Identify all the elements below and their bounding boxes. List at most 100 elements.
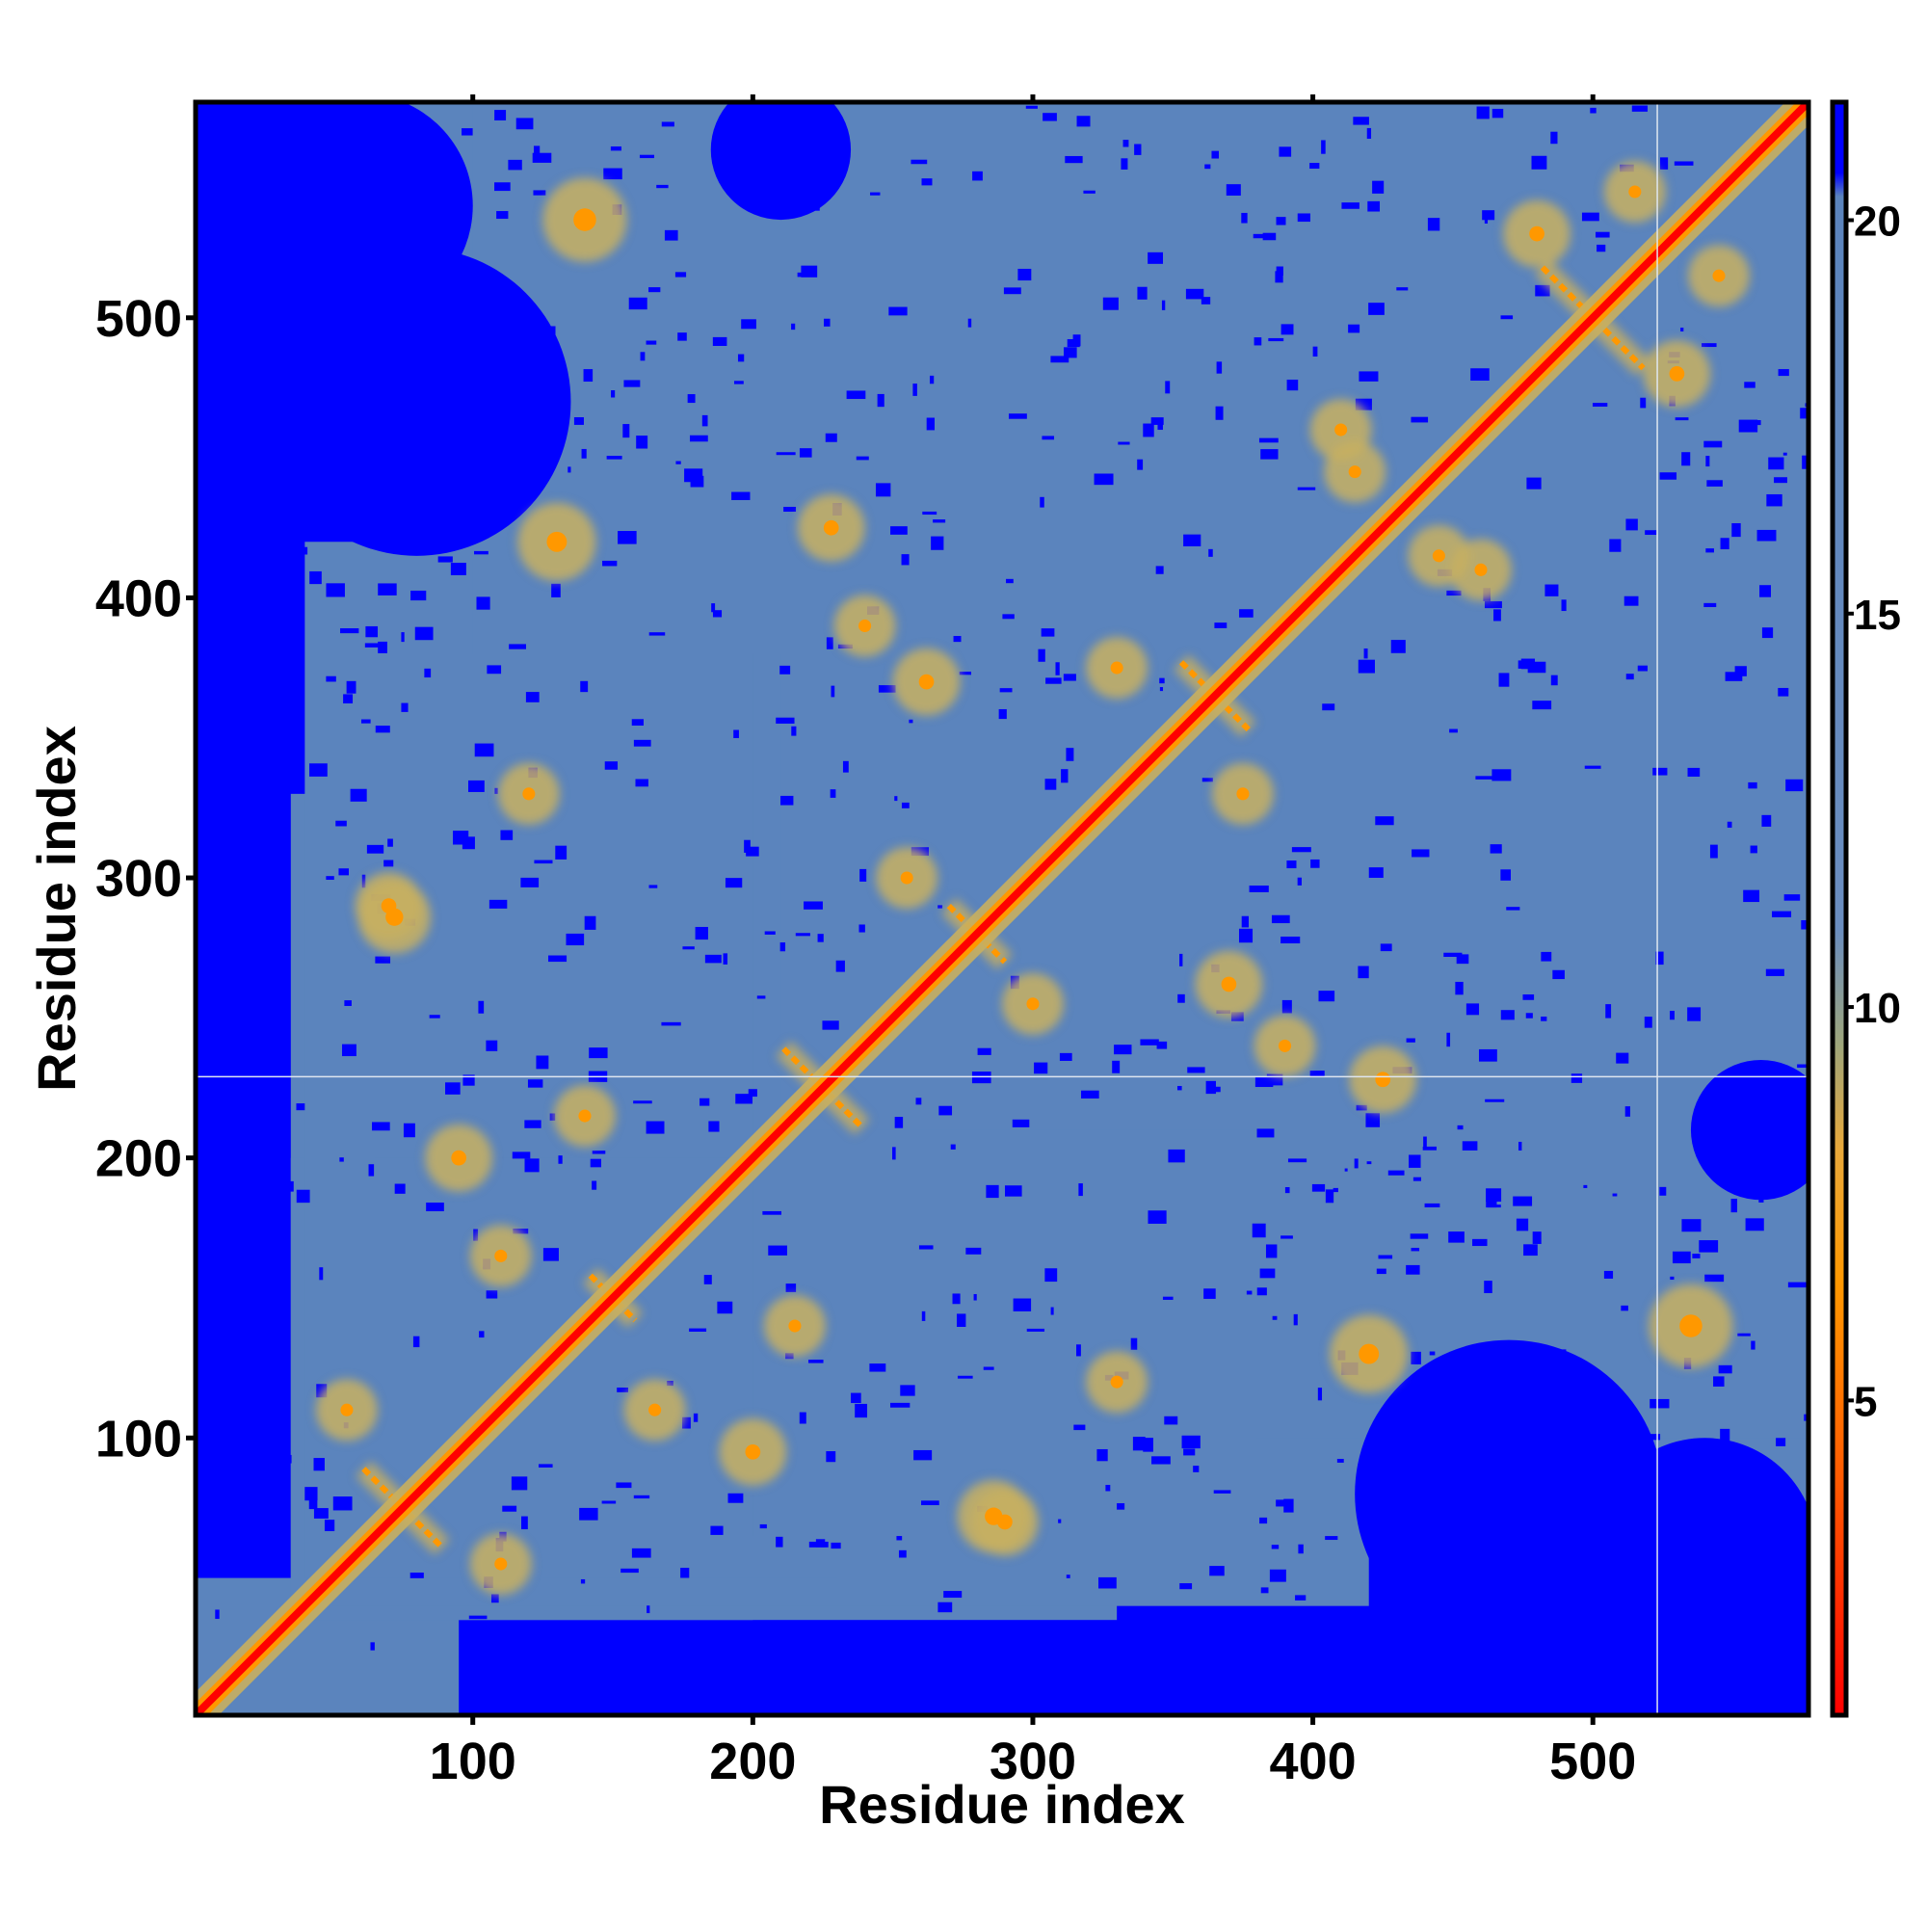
far-speckle xyxy=(1111,1701,1116,1708)
far-speckle xyxy=(768,1245,787,1256)
far-speckle xyxy=(496,211,509,220)
far-speckle xyxy=(1368,303,1385,315)
far-speckle xyxy=(712,336,727,346)
far-speckle xyxy=(1411,1247,1420,1252)
far-speckle xyxy=(1526,477,1542,490)
far-speckle xyxy=(1680,328,1684,331)
far-speckle xyxy=(1247,1642,1265,1650)
far-speckle xyxy=(896,1536,903,1541)
far-speckle xyxy=(370,1642,375,1651)
far-speckle xyxy=(1105,1484,1111,1492)
far-speckle xyxy=(826,1451,836,1463)
far-speckle xyxy=(500,830,514,840)
far-speckle xyxy=(787,1649,800,1660)
far-speckle xyxy=(1344,1168,1348,1172)
contact-31 xyxy=(578,1109,592,1123)
far-speckle xyxy=(1513,1196,1533,1206)
far-speckle xyxy=(280,898,289,906)
y-tick-label-300: 300 xyxy=(95,850,182,908)
far-speckle xyxy=(825,433,837,442)
far-speckle xyxy=(237,355,248,367)
far-speckle xyxy=(931,536,944,550)
far-speckle xyxy=(783,1668,798,1682)
far-speckle xyxy=(244,908,254,915)
far-speckle xyxy=(1241,915,1250,928)
far-speckle xyxy=(1187,1067,1205,1073)
far-speckle xyxy=(799,448,812,458)
far-speckle xyxy=(911,159,928,165)
far-speckle xyxy=(316,1384,328,1398)
far-speckle xyxy=(1762,1707,1770,1715)
far-speckle xyxy=(1297,877,1302,886)
colorbar-tick-5: 5 xyxy=(1846,1378,1877,1425)
plot-frame xyxy=(193,99,1811,1718)
far-speckle xyxy=(912,384,917,396)
far-speckle xyxy=(727,1493,744,1503)
far-speckle xyxy=(474,743,494,757)
far-speckle xyxy=(1571,1073,1583,1083)
far-speckle xyxy=(229,1530,236,1536)
far-speckle xyxy=(733,381,744,384)
far-speckle xyxy=(1446,1032,1451,1047)
far-speckle xyxy=(256,461,262,472)
far-speckle xyxy=(1584,765,1601,769)
far-speckle xyxy=(1725,672,1743,681)
far-speckle xyxy=(858,924,865,933)
far-speckle xyxy=(1280,1235,1293,1239)
far-speckle xyxy=(468,1615,488,1620)
far-speckle xyxy=(1254,337,1262,346)
far-speckle xyxy=(1804,1414,1808,1421)
far-speckle xyxy=(1490,844,1502,854)
contact-26 xyxy=(1026,997,1040,1011)
far-speckle xyxy=(1766,493,1782,507)
far-speckle xyxy=(953,635,962,643)
far-speckle xyxy=(308,1495,318,1510)
far-speckle xyxy=(1081,1627,1088,1634)
far-speckle xyxy=(824,318,831,327)
x-axis-ticks: 100 200 300 400 500 xyxy=(430,1715,1636,1790)
far-speckle xyxy=(776,1536,783,1548)
far-speckle xyxy=(1778,687,1789,697)
far-speckle xyxy=(548,955,568,963)
far-speckle xyxy=(1238,928,1254,943)
far-speckle xyxy=(737,354,745,362)
far-speckle xyxy=(795,933,810,937)
far-speckle xyxy=(746,846,759,857)
far-speckle xyxy=(1412,849,1430,858)
far-speckle xyxy=(610,146,621,151)
far-speckle xyxy=(1744,382,1755,388)
far-speckle xyxy=(1142,1709,1154,1715)
far-speckle xyxy=(661,121,674,127)
far-speckle xyxy=(1358,659,1375,674)
far-speckle xyxy=(1500,869,1511,881)
far-speckle xyxy=(633,1100,652,1104)
far-speckle xyxy=(1063,674,1076,681)
far-speckle xyxy=(1162,1296,1174,1300)
far-speckle xyxy=(403,1123,415,1138)
x-tick-400: 400 xyxy=(1270,1715,1357,1790)
far-speckle xyxy=(830,789,836,798)
far-speckle xyxy=(1475,776,1493,780)
far-speckle xyxy=(378,583,397,595)
x-tick-label-400: 400 xyxy=(1270,1733,1357,1790)
far-speckle xyxy=(926,417,936,431)
far-speckle xyxy=(1764,1687,1770,1701)
far-speckle xyxy=(1298,1544,1304,1554)
far-speckle xyxy=(901,802,910,808)
far-speckle xyxy=(1706,480,1723,487)
far-speckle xyxy=(1745,1218,1764,1231)
far-speckle xyxy=(1066,1575,1070,1578)
far-speckle xyxy=(1259,1268,1276,1279)
far-speckle xyxy=(1484,1281,1492,1294)
contact-16 xyxy=(1110,1375,1123,1389)
far-speckle xyxy=(1203,1288,1216,1299)
far-speckle xyxy=(780,795,794,806)
far-speckle xyxy=(319,1267,324,1281)
far-speckle xyxy=(1003,287,1021,295)
far-speckle xyxy=(889,1402,911,1408)
contact-29 xyxy=(1110,661,1123,675)
x-axis-top-ticks xyxy=(470,94,1596,102)
far-speckle xyxy=(1295,1595,1307,1601)
far-speckle xyxy=(1025,1648,1029,1661)
far-speckle xyxy=(592,1180,597,1190)
